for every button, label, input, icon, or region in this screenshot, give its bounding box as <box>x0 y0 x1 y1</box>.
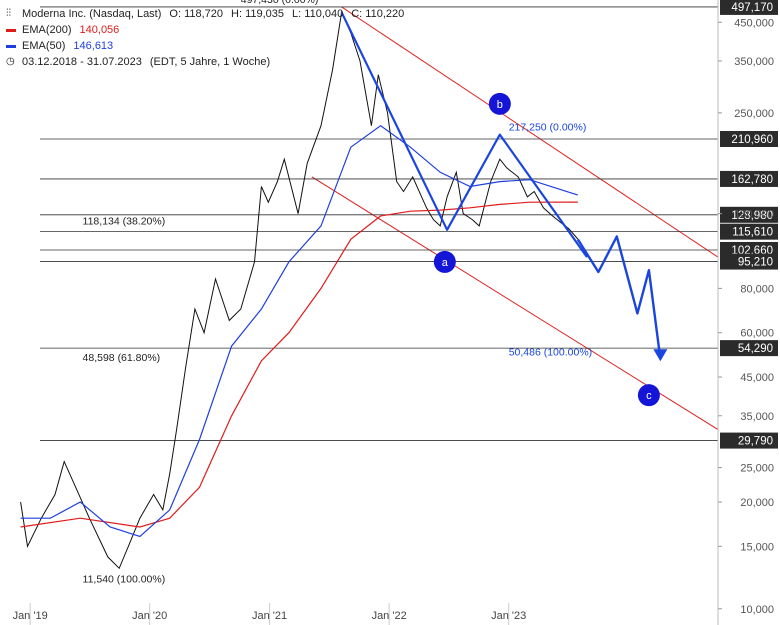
y-tick-label: 20,000 <box>740 497 774 509</box>
y-tick-label: 350,000 <box>734 56 774 68</box>
instrument-name: Moderna Inc. (Nasdaq, Last) <box>22 8 162 20</box>
ema200-value: 140,056 <box>79 24 120 36</box>
ohlc-open: O: 118,720 <box>169 8 224 20</box>
y-tick-label: 35,000 <box>740 411 774 423</box>
x-tick-label: Jan '22 <box>372 610 407 622</box>
wave-marker-b <box>488 92 511 115</box>
ema200-label: EMA(200) <box>22 24 72 36</box>
wave-marker-label: c <box>646 390 652 402</box>
fib-label: 11,540 (100.00%) <box>83 574 166 586</box>
legend: ⫶⫶ Moderna Inc. (Nasdaq, Last) O: 118,72… <box>6 6 404 70</box>
horizontal-levels: 497,170210,960162,780128,980115,610102,6… <box>40 0 778 449</box>
fib-label: 217,250 (0.00%) <box>509 121 587 133</box>
forecast-arrow-head <box>653 349 668 362</box>
level-badge-label: 115,610 <box>732 227 773 239</box>
level-badge <box>720 170 778 187</box>
range-info: (EDT, 5 Jahre, 1 Woche) <box>149 56 271 68</box>
x-tick-label: Jan '23 <box>491 610 526 622</box>
y-tick-label: 15,000 <box>740 541 774 553</box>
x-tick-label: Jan '20 <box>132 610 167 622</box>
fib-label: 48,598 (61.80%) <box>83 352 161 364</box>
legend-range-row: ◷ 03.12.2018 - 31.07.2023 (EDT, 5 Jahre,… <box>6 54 404 70</box>
legend-instrument-row: ⫶⫶ Moderna Inc. (Nasdaq, Last) O: 118,72… <box>6 6 404 22</box>
y-tick-label: 60,000 <box>740 328 774 340</box>
y-tick-label: 450,000 <box>734 17 774 29</box>
level-badge <box>720 130 778 147</box>
y-tick-label: 10,000 <box>740 604 774 616</box>
wave-marker-label: b <box>497 99 503 111</box>
ema50-label: EMA(50) <box>22 40 66 52</box>
ohlc-high: H: 119,035 <box>231 8 285 20</box>
level-badge <box>720 432 778 449</box>
series-line-2 <box>20 124 578 538</box>
wave-marker-a <box>433 250 456 273</box>
wave-impulse-path <box>340 11 588 258</box>
level-badge <box>720 0 778 15</box>
x-tick-label: Jan '21 <box>252 610 287 622</box>
level-badge-label: 128,980 <box>731 210 773 222</box>
x-tick-label: Jan '19 <box>13 610 48 622</box>
fib-label: 118,134 (38.20%) <box>83 215 166 227</box>
y-tick-label: 45,000 <box>740 372 774 384</box>
wave-marker-label: a <box>442 257 449 269</box>
fib-label: 50,486 (100.00%) <box>509 346 592 358</box>
legend-ema200-row[interactable]: EMA(200) 140,056 <box>6 22 404 38</box>
fib-label: 497,430 (0.00%) <box>241 0 319 6</box>
level-badge-label: 54,290 <box>738 343 773 355</box>
legend-ema50-row[interactable]: EMA(50) 146,613 <box>6 38 404 54</box>
forecast-path <box>576 235 662 360</box>
date-range: 03.12.2018 - 31.07.2023 <box>22 56 142 68</box>
level-badge-label: 210,960 <box>731 134 773 146</box>
y-tick-label: 25,000 <box>740 463 774 475</box>
series-line-1 <box>20 201 578 528</box>
axis-layer: 10,000 15,000 20,000 25,000 35,000 45,000 60,0… <box>13 0 774 625</box>
level-badge <box>720 253 778 270</box>
level-badge-label: 162,780 <box>731 174 773 186</box>
level-badge <box>720 223 778 240</box>
level-badge <box>720 340 778 357</box>
ema50-value: 146,613 <box>73 40 114 52</box>
clock-icon: ◷ <box>6 56 15 67</box>
series-line-0 <box>20 10 579 570</box>
forecast-layer <box>340 11 668 362</box>
y-tick-label: 250,000 <box>734 108 774 120</box>
level-badge-label: 95,210 <box>738 257 773 269</box>
wave-marker-c <box>637 384 660 407</box>
y-tick-label: 130,000 <box>734 209 774 221</box>
level-badge <box>720 206 778 223</box>
annotation-layer: 497,430 (0.00%) 118,134 (38.20%) 48,598 (6… <box>83 0 660 586</box>
bar-chart-icon: ⫶⫶ <box>6 8 11 19</box>
trend-channel <box>311 6 719 430</box>
level-badge-label: 497,170 <box>731 2 773 14</box>
ohlc-low: L: 110,040 <box>292 8 344 20</box>
y-tick-label: 80,000 <box>740 283 774 295</box>
ema200-swatch <box>6 28 16 32</box>
level-badge-label: 29,790 <box>738 436 773 448</box>
channel-line-upper <box>341 6 719 258</box>
ema50-swatch <box>6 44 16 48</box>
ohlc-close: C: 110,220 <box>351 8 405 20</box>
